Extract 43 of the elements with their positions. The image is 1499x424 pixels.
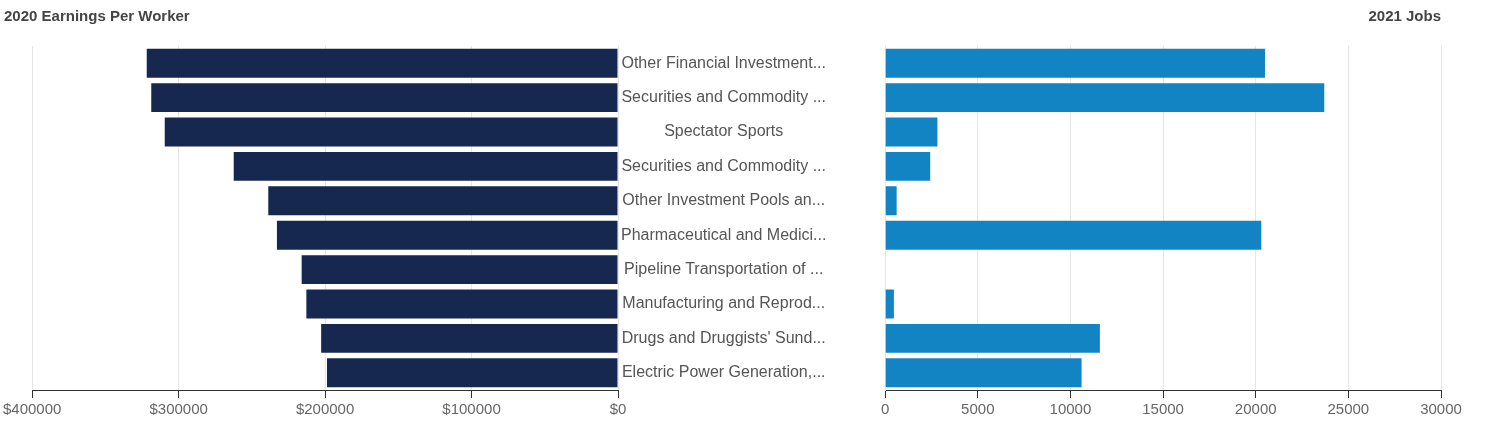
x-tick-label: $300000 bbox=[149, 400, 208, 418]
bar bbox=[321, 323, 618, 353]
bar bbox=[885, 220, 1262, 250]
chart-title: 2021 Jobs bbox=[1368, 7, 1441, 25]
bar bbox=[885, 186, 897, 216]
bar bbox=[268, 186, 618, 216]
x-tick-label: $400000 bbox=[2, 400, 62, 418]
x-tick-label: $100000 bbox=[442, 400, 501, 418]
y-tick-label: Spectator Sports bbox=[664, 122, 784, 140]
y-tick-label: Securities and Commodity ... bbox=[621, 156, 826, 174]
x-tick-label: 10000 bbox=[1049, 400, 1092, 418]
y-tick-label: Pharmaceutical and Medici... bbox=[621, 225, 827, 243]
y-tick-label: Drugs and Druggists' Sund... bbox=[621, 328, 826, 346]
y-tick-label: Other Financial Investment... bbox=[621, 53, 826, 71]
y-tick-label: Pipeline Transportation of ... bbox=[624, 260, 824, 278]
x-tick-label: 30000 bbox=[1420, 400, 1462, 418]
bar bbox=[301, 255, 618, 285]
y-tick-label: Other Investment Pools an... bbox=[622, 191, 826, 209]
bar bbox=[885, 323, 1100, 353]
x-tick-label: $0 bbox=[609, 400, 627, 418]
bar bbox=[885, 358, 1082, 388]
y-tick-label: Electric Power Generation,... bbox=[621, 363, 826, 381]
x-tick-label: 0 bbox=[881, 400, 890, 418]
bar bbox=[276, 220, 618, 250]
bar bbox=[885, 151, 931, 181]
bar bbox=[885, 83, 1325, 113]
y-tick-label: Manufacturing and Reprod... bbox=[622, 294, 826, 312]
bar bbox=[146, 48, 618, 78]
chart-title: 2020 Earnings Per Worker bbox=[4, 7, 190, 25]
bar bbox=[885, 48, 1265, 78]
x-tick-label: 15000 bbox=[1142, 400, 1184, 418]
bar bbox=[233, 151, 618, 181]
bar bbox=[151, 83, 618, 113]
bar bbox=[164, 117, 618, 147]
bar bbox=[306, 289, 618, 319]
x-tick-label: 25000 bbox=[1327, 400, 1370, 418]
x-tick-label: $200000 bbox=[295, 400, 355, 418]
bar bbox=[327, 358, 618, 388]
bar bbox=[885, 117, 938, 147]
y-tick-label: Securities and Commodity ... bbox=[621, 88, 826, 106]
x-tick-label: 20000 bbox=[1234, 400, 1277, 418]
bar bbox=[885, 289, 894, 319]
x-tick-label: 5000 bbox=[961, 400, 995, 418]
